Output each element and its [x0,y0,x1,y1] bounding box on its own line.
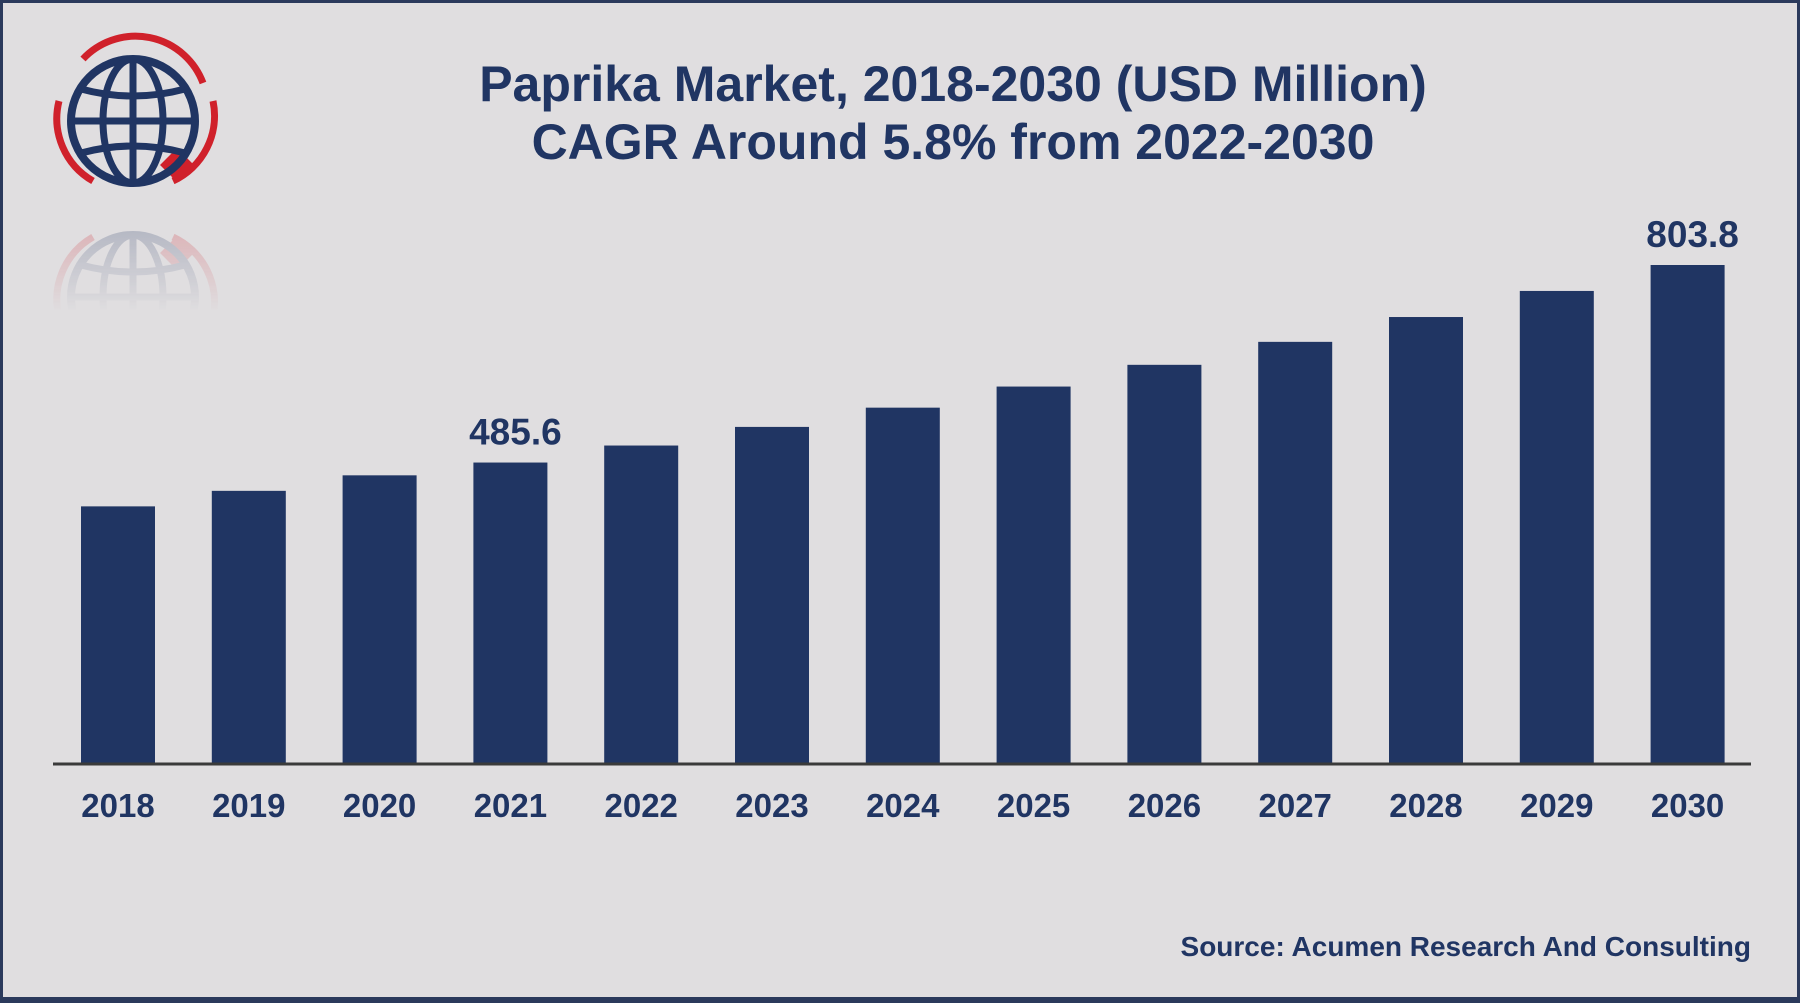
bar-2027 [1258,341,1333,764]
x-tick-label-2026: 2026 [1128,787,1201,824]
x-tick-label-2021: 2021 [474,787,547,824]
chart-title: Paprika Market, 2018-2030 (USD Million) [479,56,1427,112]
x-tick-label-2027: 2027 [1258,787,1331,824]
bar-2030 [1650,265,1725,764]
x-tick-label-2022: 2022 [604,787,677,824]
x-tick-label-2020: 2020 [343,787,416,824]
source-note: Source: Acumen Research And Consulting [1180,931,1751,962]
bar-2018 [81,506,155,764]
chart-title-block: Paprika Market, 2018-2030 (USD Million) … [303,55,1603,171]
x-tick-label-2028: 2028 [1389,787,1462,824]
bar-2026 [1127,364,1202,764]
x-tick-label-2019: 2019 [212,787,285,824]
bar-2019 [211,490,286,764]
bar-2022 [604,445,679,764]
bar-chart: 2018 2019 2020 2021 2022 2023 2024 2025 2026 2027… [53,214,1751,824]
bar-2023 [735,426,809,764]
bar-2029 [1519,290,1594,764]
bar-2021 [473,462,548,764]
bar-2028 [1389,317,1463,764]
x-tick-label-2025: 2025 [997,787,1070,824]
x-tick-label-2018: 2018 [81,787,154,824]
data-label-2021: 485.6 [469,412,562,453]
x-tick-label-2024: 2024 [866,787,940,824]
data-label-2030: 803.8 [1646,214,1739,255]
bar-2025 [996,386,1071,764]
x-tick-label-2029: 2029 [1520,787,1593,824]
chart-background: Paprika Market, 2018-2030 (USD Million) … [3,3,1797,997]
x-tick-label-2023: 2023 [735,787,808,824]
x-tick-label-2030: 2030 [1651,787,1724,824]
bar-2020 [342,475,417,764]
bar-2024 [865,407,940,764]
chart-subtitle: CAGR Around 5.8% from 2022-2030 [531,114,1375,170]
